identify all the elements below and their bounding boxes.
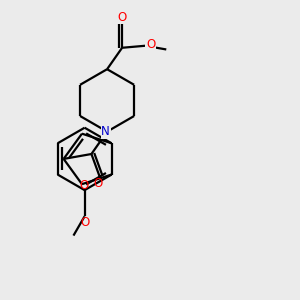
Text: O: O <box>146 38 155 51</box>
Text: O: O <box>80 179 89 192</box>
Text: O: O <box>80 216 89 229</box>
Text: O: O <box>94 177 103 190</box>
Text: N: N <box>101 125 110 138</box>
Text: O: O <box>118 11 127 24</box>
